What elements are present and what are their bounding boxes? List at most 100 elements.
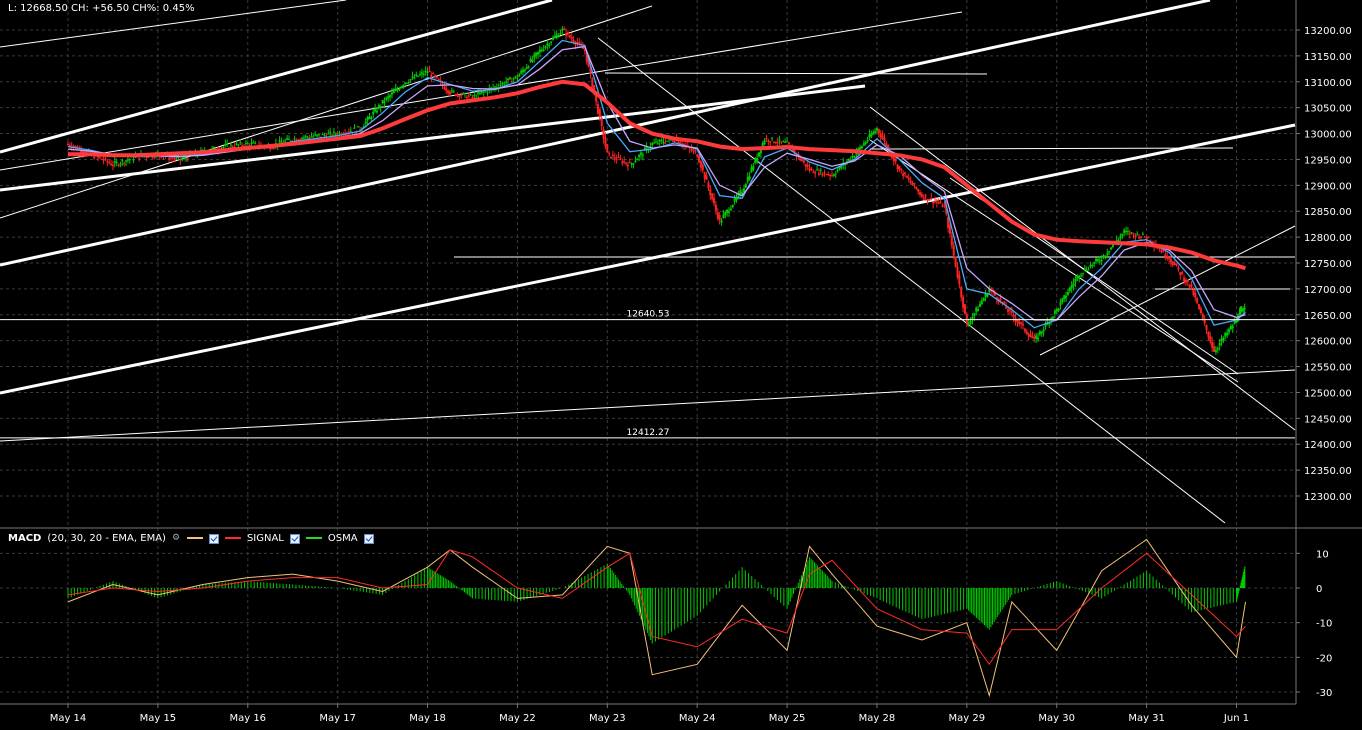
signal-checkbox[interactable] — [289, 534, 300, 544]
candle-body — [1111, 244, 1114, 248]
osma-swatch — [305, 537, 322, 539]
time-tick-label: May 17 — [319, 713, 356, 724]
osma-label: OSMA — [327, 532, 358, 544]
candle-body — [151, 156, 154, 158]
trendline — [604, 72, 988, 75]
candle-body — [231, 146, 234, 148]
candle-body — [1102, 255, 1105, 258]
candle-body — [482, 91, 485, 93]
candle-body — [1239, 310, 1242, 313]
candle-body — [656, 143, 659, 145]
candle-body — [1022, 323, 1025, 326]
candle-body — [638, 154, 641, 158]
candle-body — [538, 49, 541, 53]
candle-body — [246, 143, 249, 145]
candle-body — [563, 28, 566, 30]
candle-body — [982, 298, 985, 302]
candle-body — [872, 132, 875, 135]
candle-body — [302, 137, 305, 139]
candle-body — [1209, 336, 1212, 342]
candle-body — [615, 158, 618, 160]
time-tick-label: May 22 — [499, 713, 536, 724]
candle-body — [1023, 328, 1026, 332]
candle-body — [110, 163, 113, 166]
candle-body — [1188, 284, 1191, 288]
candle-body — [237, 144, 240, 146]
candle-body — [617, 157, 620, 159]
candle-body — [379, 106, 382, 108]
candle-body — [280, 142, 283, 144]
candle-body — [817, 173, 820, 175]
candle-body — [934, 200, 937, 202]
candle-body — [713, 198, 716, 204]
osma-checkbox[interactable] — [363, 534, 374, 544]
candle-body — [1130, 232, 1133, 234]
candle-body — [507, 78, 510, 81]
candle-body — [93, 156, 96, 159]
candle-body — [763, 140, 766, 144]
candle-body — [424, 70, 427, 73]
candle-body — [175, 156, 178, 158]
candle-body — [1160, 250, 1163, 253]
ma-slow-line — [68, 79, 1247, 271]
candle-body — [548, 44, 551, 46]
candle-body — [287, 139, 290, 141]
candle-body — [102, 159, 105, 161]
candle-body — [1100, 260, 1103, 262]
candle-body — [450, 90, 453, 92]
candle-body — [718, 214, 721, 220]
candle-body — [428, 70, 431, 72]
candle-body — [123, 163, 126, 165]
candle-body — [941, 205, 944, 207]
candle-body — [477, 92, 480, 94]
candle-body — [993, 293, 996, 296]
candle-body — [570, 37, 573, 40]
candle-body — [106, 161, 109, 163]
candle-body — [628, 162, 631, 164]
candle-body — [875, 128, 878, 131]
candle-body — [692, 149, 695, 151]
candle-body — [645, 147, 648, 150]
candle-body — [892, 157, 895, 161]
candle-body — [836, 169, 839, 172]
trendline — [869, 147, 1234, 150]
candle-body — [1119, 236, 1122, 239]
candle-body — [958, 274, 961, 285]
candle-body — [965, 314, 968, 324]
candle-body — [598, 109, 601, 118]
candle-body — [432, 73, 435, 75]
candle-body — [80, 150, 83, 153]
candle-body — [505, 81, 508, 83]
candle-body — [728, 211, 731, 214]
candle-body — [1169, 259, 1172, 263]
candle-body — [999, 298, 1002, 301]
candle-body — [1027, 333, 1030, 337]
candle-body — [787, 142, 790, 145]
candle-body — [874, 130, 877, 133]
price-tick-label: 13100.00 — [1304, 78, 1352, 89]
candle-body — [868, 134, 871, 138]
macd-checkbox[interactable] — [208, 534, 219, 544]
candle-body — [473, 94, 476, 97]
candle-body — [1068, 287, 1071, 291]
wrench-icon[interactable]: ⚙ — [171, 532, 181, 543]
candle-body — [984, 293, 987, 297]
candle-body — [769, 141, 772, 143]
candle-body — [117, 165, 120, 167]
candle-body — [641, 154, 644, 156]
candle-body — [419, 74, 422, 76]
candle-body — [1016, 319, 1019, 323]
candle-body — [816, 169, 819, 171]
candle-body — [1055, 308, 1058, 312]
candle-body — [1199, 308, 1202, 314]
candle-body — [529, 58, 532, 62]
candle-body — [969, 321, 972, 324]
candle-body — [1070, 285, 1073, 289]
time-tick-label: Jun 1 — [1223, 713, 1249, 724]
candle-body — [883, 138, 886, 142]
candle-body — [1010, 311, 1013, 313]
macd-line-swatch — [186, 537, 203, 539]
price-series — [67, 26, 1247, 355]
candle-body — [128, 158, 131, 160]
